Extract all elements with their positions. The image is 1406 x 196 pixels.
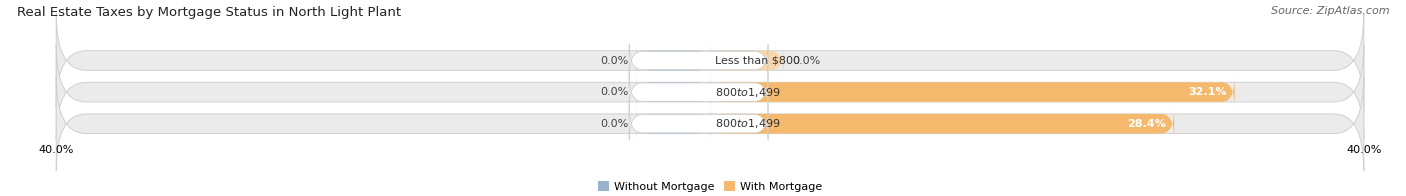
Text: 0.0%: 0.0%: [600, 119, 628, 129]
FancyBboxPatch shape: [637, 45, 710, 76]
Text: 0.0%: 0.0%: [792, 55, 820, 65]
FancyBboxPatch shape: [710, 77, 1234, 108]
Legend: Without Mortgage, With Mortgage: Without Mortgage, With Mortgage: [593, 177, 827, 196]
Text: Less than $800: Less than $800: [714, 55, 800, 65]
Text: Real Estate Taxes by Mortgage Status in North Light Plant: Real Estate Taxes by Mortgage Status in …: [17, 6, 401, 19]
Text: Source: ZipAtlas.com: Source: ZipAtlas.com: [1271, 6, 1389, 16]
Text: 28.4%: 28.4%: [1128, 119, 1166, 129]
FancyBboxPatch shape: [56, 13, 1364, 108]
FancyBboxPatch shape: [56, 45, 1364, 139]
FancyBboxPatch shape: [628, 44, 768, 77]
FancyBboxPatch shape: [710, 45, 783, 76]
Text: $800 to $1,499: $800 to $1,499: [714, 86, 780, 99]
Text: $800 to $1,499: $800 to $1,499: [714, 117, 780, 130]
Text: 0.0%: 0.0%: [600, 87, 628, 97]
FancyBboxPatch shape: [628, 108, 768, 140]
Text: 32.1%: 32.1%: [1188, 87, 1226, 97]
FancyBboxPatch shape: [56, 77, 1364, 171]
Text: 0.0%: 0.0%: [600, 55, 628, 65]
FancyBboxPatch shape: [710, 108, 1174, 139]
FancyBboxPatch shape: [628, 76, 768, 108]
FancyBboxPatch shape: [637, 108, 710, 139]
FancyBboxPatch shape: [637, 77, 710, 108]
